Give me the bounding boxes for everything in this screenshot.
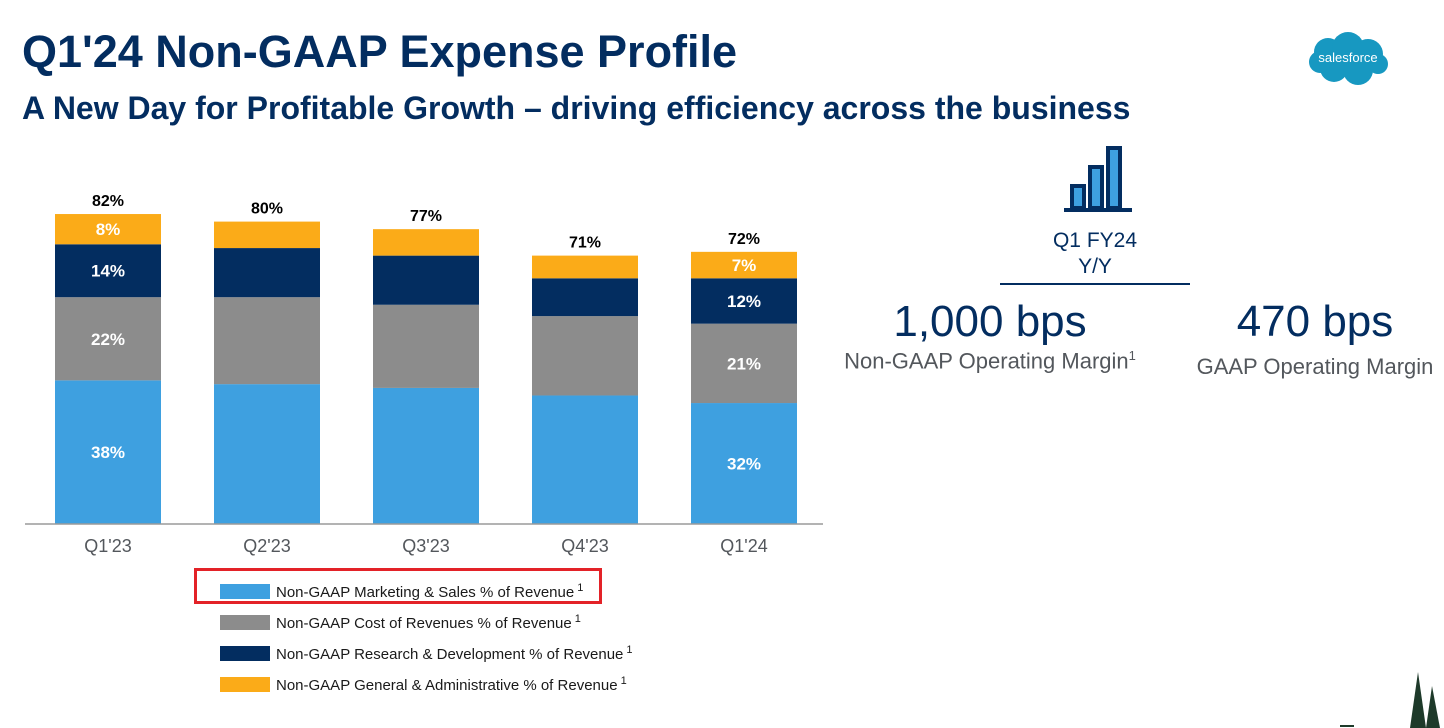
- x-tick-label: Q4'23: [561, 536, 608, 556]
- kpi-period-line1: Q1 FY24: [1052, 229, 1138, 252]
- bar-total-label: 77%: [410, 208, 442, 225]
- bar-layer: [55, 214, 797, 524]
- legend-label-cost-of-revenues: Non-GAAP Cost of Revenues % of Revenue: [276, 615, 572, 632]
- bar-segment: [691, 323, 797, 404]
- kpi-gaap-margin: 470 bps GAAP Operating Margin: [1190, 296, 1440, 380]
- bar-total-label: 82%: [92, 193, 124, 210]
- bar-segment: [214, 221, 320, 249]
- bar-segment: [55, 380, 161, 524]
- bar-segment: [214, 248, 320, 298]
- kpi-label: GAAP Operating Margin: [1196, 354, 1434, 379]
- x-tick-label: Q1'24: [720, 536, 767, 556]
- kpi-non-gaap-margin: 1,000 bps Non-GAAP Operating Margin1: [836, 296, 1144, 374]
- kpi-period-line2: Y/Y: [1078, 255, 1112, 278]
- legend-item-general-admin: Non-GAAP General & Administrative % of R…: [220, 669, 633, 700]
- legend-swatch-marketing-sales: [220, 584, 270, 599]
- bar-segment: [373, 387, 479, 524]
- segment-data-label: 7%: [732, 256, 757, 275]
- segment-data-label: 8%: [96, 220, 121, 239]
- kpi-label: Non-GAAP Operating Margin: [844, 348, 1129, 374]
- legend-label-research-development: Non-GAAP Research & Development % of Rev…: [276, 646, 624, 663]
- legend-item-research-development: Non-GAAP Research & Development % of Rev…: [220, 638, 633, 669]
- legend-label-marketing-sales: Non-GAAP Marketing & Sales % of Revenue: [276, 584, 575, 601]
- bar-segment: [373, 255, 479, 305]
- bar-segment: [532, 316, 638, 396]
- bar-segment: [55, 297, 161, 381]
- segment-data-label: 21%: [727, 354, 761, 373]
- segment-data-label: 38%: [91, 443, 125, 462]
- bar-segment: [532, 255, 638, 279]
- bar-total-label: 72%: [728, 231, 760, 248]
- chart-legend: Non-GAAP Marketing & Sales % of Revenue 1…: [220, 576, 633, 700]
- footnote-marker: 1: [577, 582, 584, 594]
- label-layer: 38% 22% 14% 8% 82% Q1'23 80% Q2'23 77% Q3'23 71% Q4…: [84, 193, 767, 556]
- segment-data-label: 22%: [91, 330, 125, 349]
- bar-segment: [691, 251, 797, 279]
- bar-segment: [55, 214, 161, 245]
- trees-decoration-icon: [1340, 672, 1440, 728]
- legend-item-marketing-sales: Non-GAAP Marketing & Sales % of Revenue 1: [220, 576, 633, 607]
- salesforce-logo: salesforce: [1309, 32, 1388, 85]
- legend-swatch-general-admin: [220, 677, 270, 692]
- footnote-marker: 1: [1128, 348, 1136, 363]
- kpi-value: 1,000 bps: [893, 297, 1087, 346]
- x-tick-label: Q3'23: [402, 536, 449, 556]
- legend-item-cost-of-revenues: Non-GAAP Cost of Revenues % of Revenue 1: [220, 607, 633, 638]
- segment-data-label: 12%: [727, 292, 761, 311]
- segment-data-label: 14%: [91, 262, 125, 281]
- footnote-marker: 1: [620, 675, 627, 687]
- cloud-icon: [1309, 32, 1388, 85]
- kpi-value: 470 bps: [1236, 297, 1394, 346]
- bar-total-label: 71%: [569, 235, 601, 252]
- bar-segment: [373, 229, 479, 256]
- segment-data-label: 32%: [727, 455, 761, 474]
- logo-text: salesforce: [1318, 50, 1377, 65]
- legend-highlight-box: [194, 568, 602, 604]
- bar-segment: [214, 384, 320, 524]
- bar-segment: [691, 278, 797, 324]
- bar-segment: [55, 244, 161, 298]
- kpi-divider: [1000, 283, 1190, 285]
- legend-label-general-admin: Non-GAAP General & Administrative % of R…: [276, 677, 618, 694]
- bar-total-label: 80%: [251, 201, 283, 218]
- bar-segment: [532, 395, 638, 524]
- bar-segment: [691, 403, 797, 524]
- legend-swatch-research-development: [220, 646, 270, 661]
- stacked-bar-chart: 38% 22% 14% 8% 82% Q1'23 80% Q2'23 77% Q3'23 71% Q4…: [25, 193, 823, 556]
- page-subtitle: A New Day for Profitable Growth – drivin…: [22, 90, 1131, 126]
- kpi-period: Q1 FY24 Y/Y: [1000, 228, 1190, 280]
- page-title: Q1'24 Non-GAAP Expense Profile: [22, 26, 738, 77]
- x-tick-label: Q1'23: [84, 536, 131, 556]
- footnote-marker: 1: [626, 644, 633, 656]
- footnote-marker: 1: [574, 613, 581, 625]
- bar-segment: [214, 297, 320, 385]
- bar-segment: [532, 278, 638, 317]
- x-tick-label: Q2'23: [243, 536, 290, 556]
- bar-segment: [373, 304, 479, 388]
- bar-chart-growth-icon: [1064, 146, 1132, 212]
- legend-swatch-cost-of-revenues: [220, 615, 270, 630]
